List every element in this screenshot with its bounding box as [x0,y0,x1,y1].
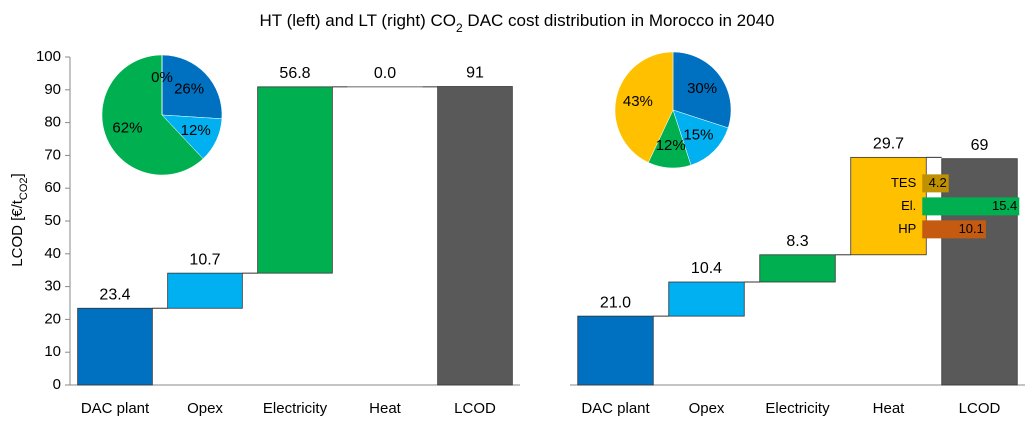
value-label: 0.0 [374,65,396,82]
pie-label: 0% [151,69,173,86]
title-part: HT (left) and LT (right) CO [260,11,457,30]
y-tick-label: 100 [36,48,61,65]
x-tick-label: Electricity [765,400,830,417]
value-label: 91 [466,65,484,82]
breakdown-label: HP [898,221,916,236]
breakdown-bar [922,197,1020,216]
breakdown-value: 4.2 [929,175,947,190]
x-tick-label: Heat [873,400,906,417]
pie-slice [614,51,674,163]
y-tick-label: 0 [53,376,61,393]
pie-slice [672,51,732,129]
y-tick-label: 80 [44,114,61,131]
pie-slice [672,109,729,166]
bar [167,272,243,309]
label-part: ] [9,173,26,177]
y-tick-label: 60 [44,179,61,196]
bar [437,86,513,386]
label-part: LCOD [€/t [9,199,26,267]
breakdown-label: El. [901,198,916,213]
bar [850,156,927,256]
pie-label: 30% [687,80,717,97]
value-label: 10.7 [189,251,220,268]
x-tick-label: Opex [689,400,725,417]
value-label: 23.4 [99,286,130,303]
value-label: 10.4 [691,260,722,277]
breakdown-value: 15.4 [992,198,1017,213]
chart-title: HT (left) and LT (right) CO2 DAC cost di… [260,11,775,35]
value-label: 21.0 [600,294,631,311]
bar [257,86,333,274]
bar [577,315,654,386]
y-tick-label: 20 [44,310,61,327]
bar [668,281,745,317]
y-axis-label: LCOD [€/tCO2] [9,173,30,266]
y-tick-label: 40 [44,245,61,262]
pie-slice [161,54,223,120]
y-tick-label: 30 [44,278,61,295]
pie-label: 12% [181,122,211,139]
y-tick-label: 90 [44,81,61,98]
label-sub: CO2 [18,177,30,200]
x-tick-label: DAC plant [581,400,650,417]
bar [759,254,836,283]
pie-label: 26% [174,81,204,98]
pie-label: 62% [112,120,142,137]
value-label: 69 [971,137,989,154]
x-tick-label: Heat [369,400,402,417]
title-part: DAC cost distribution in Morocco in 2040 [463,11,775,30]
y-tick-label: 10 [44,343,61,360]
pie-label: 15% [683,126,713,143]
pie-slice [101,54,204,176]
pie-label: 12% [656,137,686,154]
x-tick-label: LCOD [454,400,496,417]
breakdown-value: 10.1 [959,221,984,236]
value-label: 8.3 [786,233,808,250]
pie-label: 43% [623,93,653,110]
x-tick-label: LCOD [959,400,1001,417]
x-tick-label: DAC plant [81,400,150,417]
x-tick-label: Opex [187,400,223,417]
y-tick-label: 70 [44,146,61,163]
bar [77,307,153,386]
x-tick-label: Electricity [263,400,328,417]
breakdown-bar [922,220,986,239]
breakdown-bar [922,174,949,193]
bar [941,158,1018,386]
value-label: 29.7 [873,136,904,153]
y-tick-label: 50 [44,212,61,229]
value-label: 56.8 [279,65,310,82]
title-sub: 2 [456,21,463,35]
breakdown-label: TES [891,175,917,190]
